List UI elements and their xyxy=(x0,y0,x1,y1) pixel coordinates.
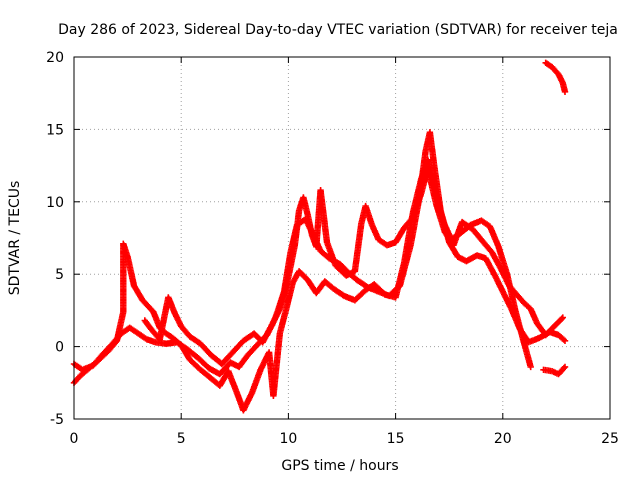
data-point xyxy=(561,363,569,371)
axis-ticks: 0 5 10 15 20 25 -5 0 5 10 15 20 xyxy=(46,50,619,447)
y-tick-label: 5 xyxy=(55,267,64,283)
series-track-c xyxy=(141,165,566,368)
data-point xyxy=(561,88,569,95)
x-tick-label: 10 xyxy=(279,431,297,447)
x-tick-label: 20 xyxy=(494,431,512,447)
chart-title: Day 286 of 2023, Sidereal Day-to-day VTE… xyxy=(58,22,618,38)
x-tick-label: 0 xyxy=(70,431,79,447)
x-tick-label: 15 xyxy=(387,431,405,447)
data-point xyxy=(560,336,567,343)
data-points xyxy=(70,59,569,414)
data-point xyxy=(558,315,565,322)
y-axis-label: SDTVAR / TECUs xyxy=(7,181,23,296)
data-point xyxy=(561,337,569,344)
x-tick-label: 5 xyxy=(177,431,186,447)
y-tick-label: 15 xyxy=(46,122,64,138)
y-tick-label: 10 xyxy=(46,195,64,211)
y-tick-label: 20 xyxy=(46,50,64,66)
series-track-d xyxy=(540,363,569,378)
series-track-b xyxy=(70,156,534,414)
x-axis-label: GPS time / hours xyxy=(281,458,398,474)
y-tick-label: -5 xyxy=(50,412,64,428)
data-point xyxy=(527,363,534,371)
data-point xyxy=(560,364,568,372)
series-track-e xyxy=(542,59,569,95)
x-tick-label: 25 xyxy=(601,431,619,447)
plot-frame xyxy=(73,56,611,420)
y-tick-label: 0 xyxy=(55,340,64,356)
data-point xyxy=(559,314,566,321)
